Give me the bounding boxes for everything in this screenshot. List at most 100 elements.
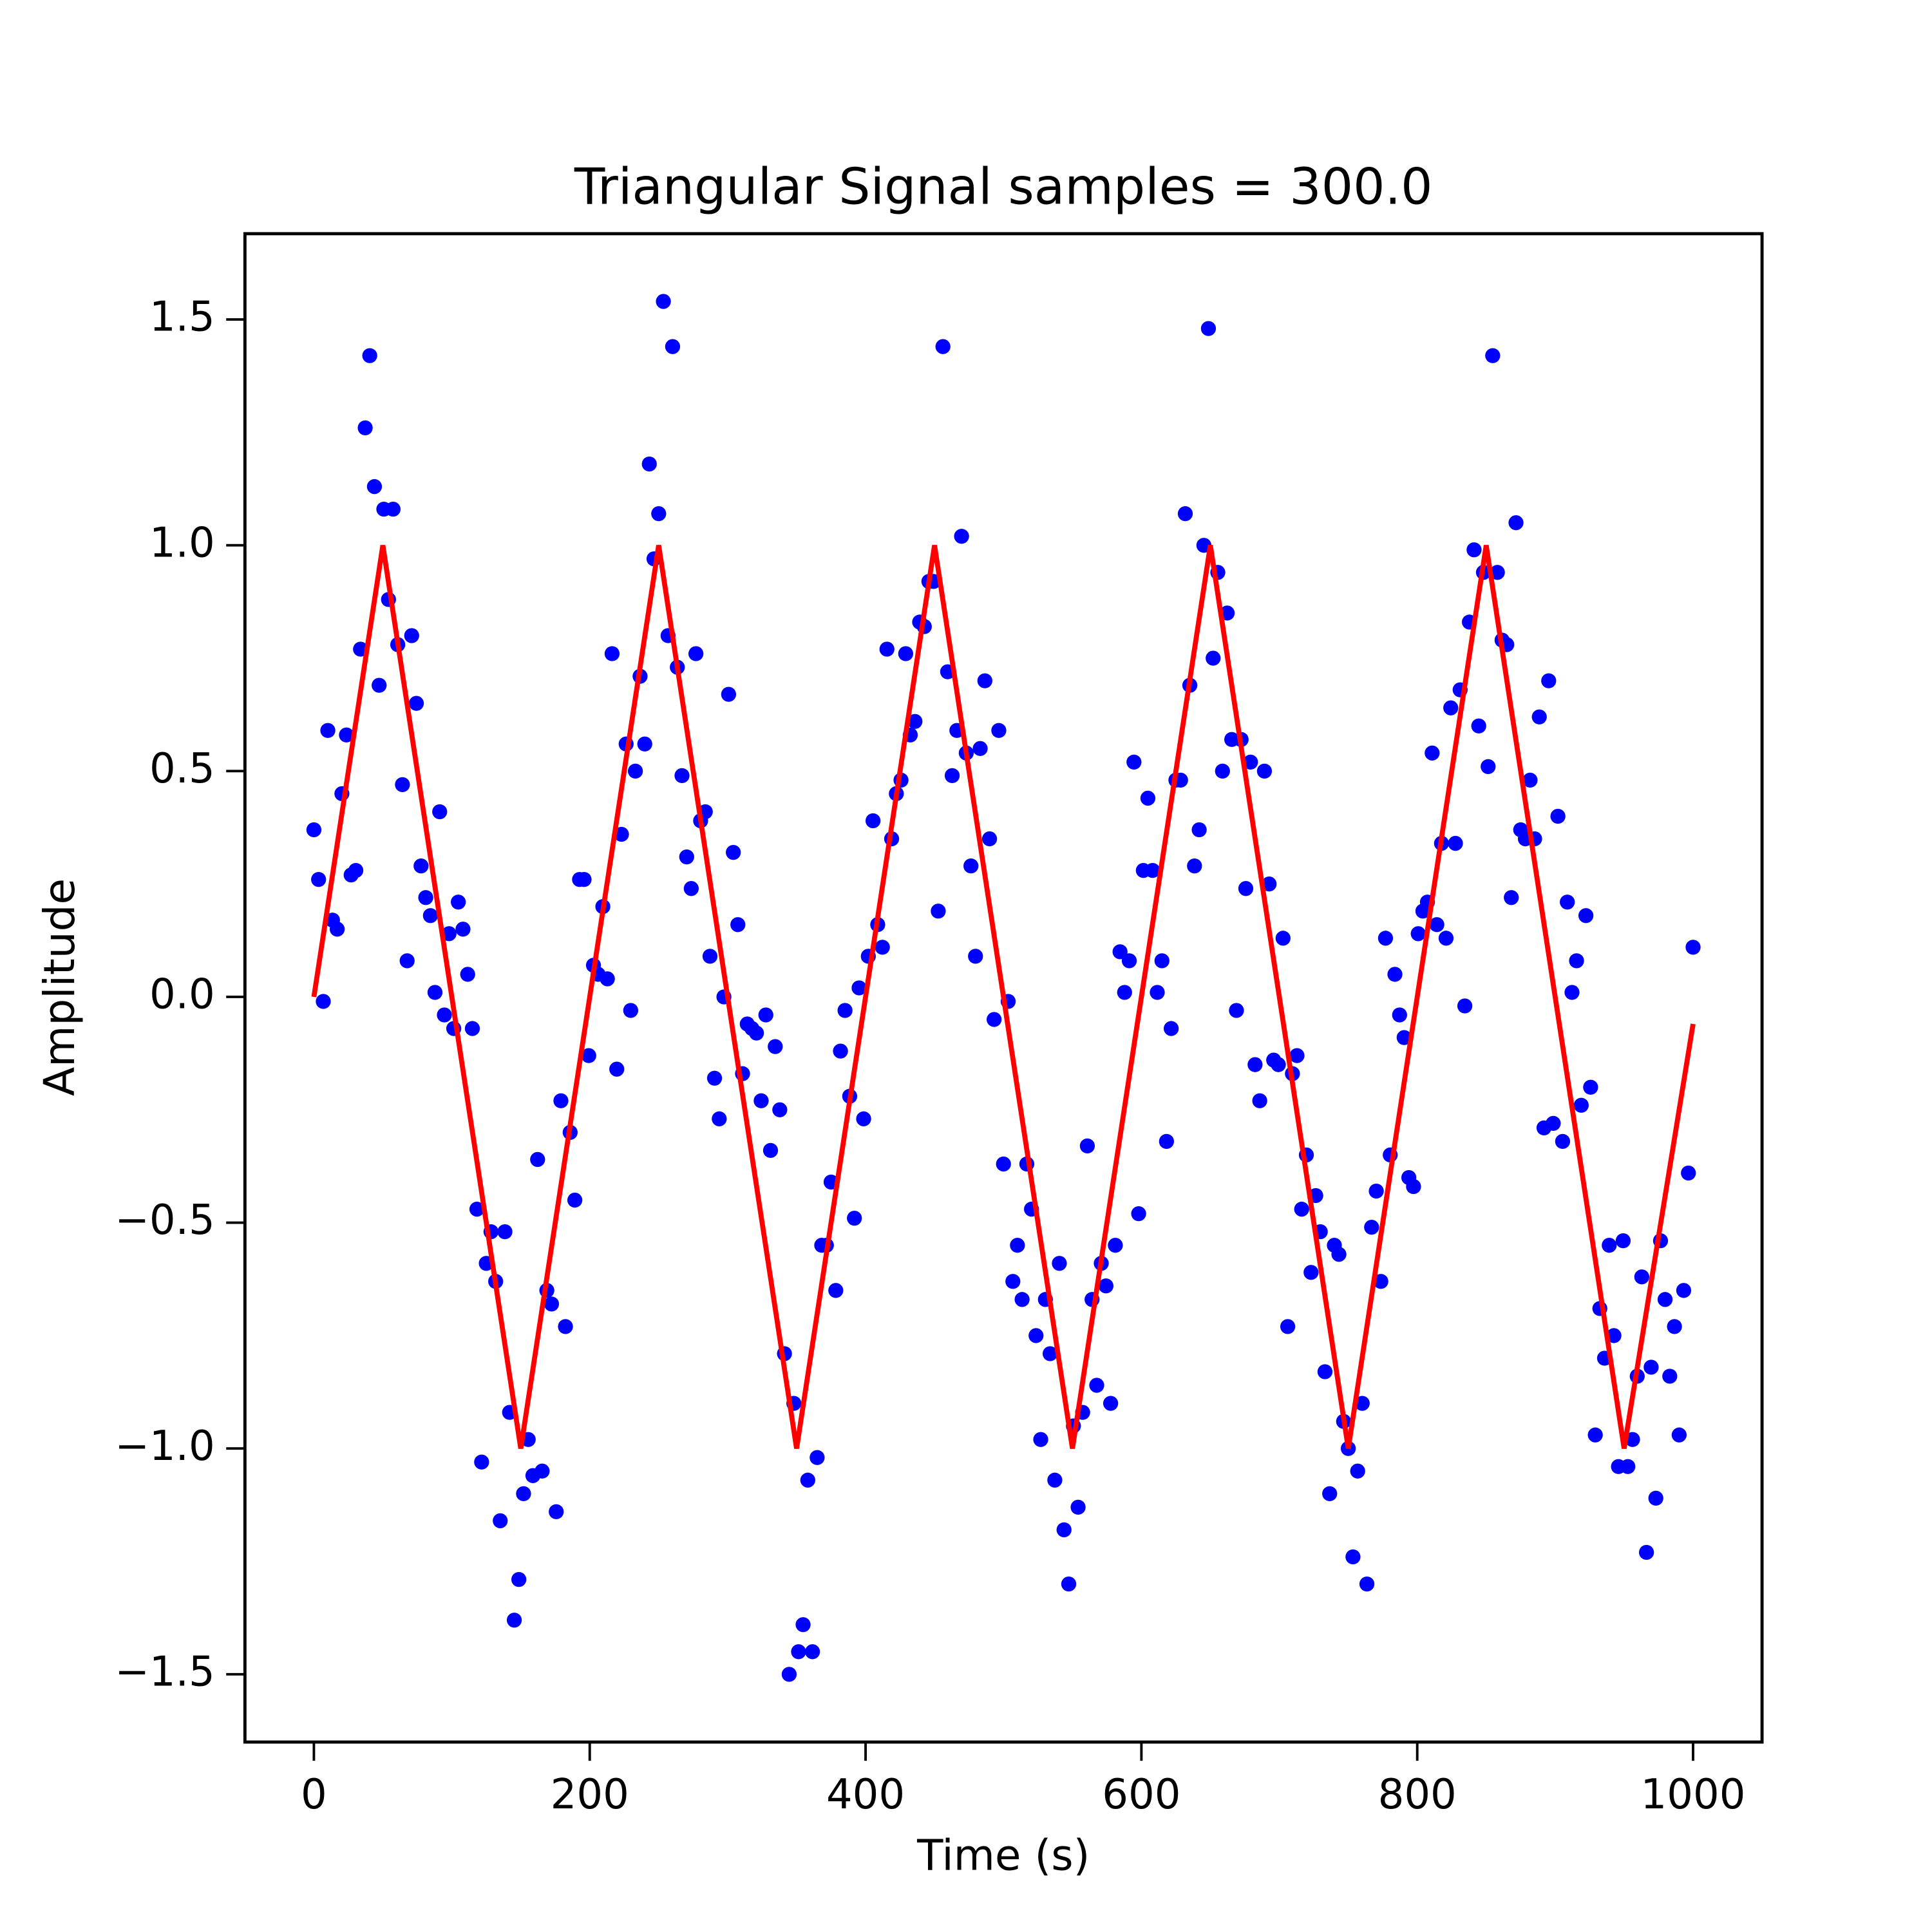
data-point [907, 714, 923, 729]
y-tick-label: 0.0 [149, 971, 215, 1019]
data-point [987, 1012, 1002, 1027]
data-point [1322, 1486, 1338, 1502]
data-point [1573, 1097, 1589, 1113]
y-tick-label: −1.0 [115, 1423, 214, 1470]
data-point [1154, 953, 1170, 969]
data-point [1200, 321, 1217, 336]
data-point [837, 1003, 853, 1018]
data-point [721, 687, 737, 702]
data-point [1131, 1206, 1146, 1222]
data-point [1206, 650, 1221, 666]
data-point [898, 646, 914, 661]
x-tick-label: 0 [301, 1771, 327, 1819]
data-point [600, 971, 615, 987]
data-point [306, 822, 322, 838]
data-point [558, 1319, 573, 1334]
data-point [1359, 1576, 1375, 1592]
data-point [1583, 1079, 1598, 1095]
data-point [1657, 1292, 1673, 1307]
data-point [576, 872, 592, 887]
data-point [497, 1224, 513, 1240]
data-point [1522, 772, 1538, 788]
data-point [1079, 1138, 1095, 1154]
data-point [1289, 1048, 1305, 1063]
data-point [991, 723, 1007, 738]
data-point [1191, 822, 1207, 838]
data-point [1215, 763, 1230, 779]
data-point [1560, 895, 1575, 910]
data-point [1425, 745, 1440, 761]
data-point [1368, 1183, 1384, 1199]
data-point [1681, 1165, 1696, 1181]
data-point [683, 881, 699, 896]
data-point [1364, 1219, 1379, 1235]
data-point [1112, 944, 1128, 960]
data-point [357, 420, 373, 436]
data-point [1145, 862, 1160, 878]
data-point [474, 1454, 489, 1470]
data-point [1303, 1265, 1319, 1280]
data-point [879, 641, 895, 657]
data-point [493, 1513, 508, 1529]
data-point [627, 763, 643, 779]
data-point [1028, 1328, 1044, 1343]
data-point [865, 813, 881, 829]
data-point [1620, 1459, 1636, 1474]
data-point [800, 1472, 815, 1488]
data-point [1331, 1247, 1347, 1262]
data-point [1187, 858, 1202, 874]
data-point [506, 1613, 522, 1628]
data-point [1014, 1292, 1030, 1307]
data-point [1042, 1346, 1058, 1361]
data-point [535, 1463, 550, 1479]
data-point [1410, 926, 1426, 942]
data-point [730, 917, 746, 933]
data-point [441, 926, 457, 942]
data-point [1564, 985, 1580, 1000]
x-tick-label: 1000 [1641, 1771, 1746, 1819]
data-point [1056, 1522, 1072, 1538]
data-point [1634, 1269, 1649, 1285]
data-point [1089, 1378, 1104, 1393]
data-point [362, 348, 377, 363]
data-point [1280, 1319, 1296, 1334]
data-point [516, 1486, 531, 1502]
chart-title: Triangular Signal samples = 300.0 [574, 158, 1433, 216]
data-point [931, 904, 946, 919]
data-point [581, 1048, 596, 1063]
data-point [1373, 1274, 1388, 1289]
data-point [1541, 673, 1557, 688]
data-point [762, 1142, 779, 1159]
data-point [753, 1093, 769, 1108]
data-point [1429, 917, 1444, 933]
data-point [511, 1571, 527, 1587]
y-tick-label: 1.0 [149, 519, 215, 567]
data-point [856, 1111, 871, 1126]
data-point [954, 529, 969, 544]
data-point [1443, 700, 1459, 715]
data-point [712, 1111, 727, 1126]
data-point [1061, 1576, 1077, 1592]
y-tick-label: −0.5 [115, 1197, 214, 1244]
plot-frame [243, 232, 1764, 1744]
data-point [1140, 790, 1156, 806]
data-point [1098, 1278, 1113, 1294]
data-point [1481, 759, 1496, 774]
data-point [963, 858, 979, 874]
data-point [875, 940, 890, 955]
data-point [1354, 1396, 1370, 1411]
data-point [1256, 763, 1273, 779]
data-point [1150, 985, 1165, 1000]
data-point [1531, 709, 1547, 724]
data-point [1126, 754, 1142, 770]
data-point [851, 980, 867, 996]
data-point [981, 831, 998, 847]
data-point [791, 1644, 806, 1660]
x-tick-label: 400 [826, 1771, 905, 1819]
data-point [623, 1003, 638, 1018]
data-point [804, 1644, 820, 1660]
y-axis-label: Amplitude [35, 878, 84, 1096]
data-point [828, 1283, 844, 1298]
signal-line [311, 545, 1696, 1449]
